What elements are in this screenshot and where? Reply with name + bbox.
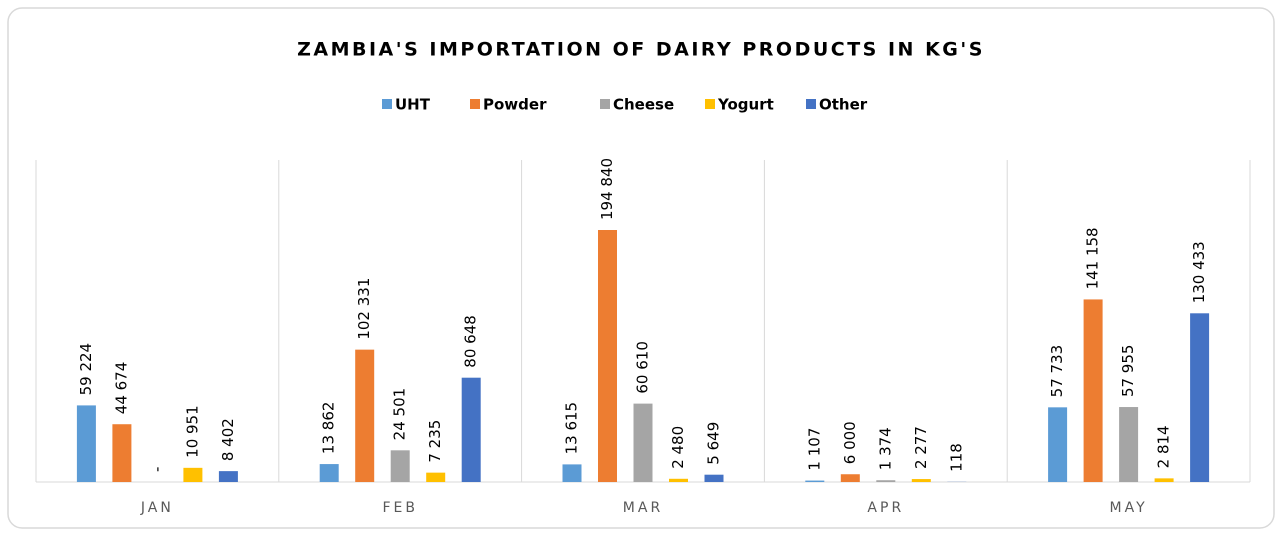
x-tick-label: JAN [140, 500, 174, 516]
data-label: 7 235 [426, 420, 444, 463]
bar [911, 479, 931, 482]
bar [461, 377, 481, 482]
bar [633, 403, 653, 482]
legend-swatch [600, 99, 610, 109]
bar [112, 424, 132, 482]
data-label: 2 480 [669, 426, 687, 469]
data-label: 13 615 [563, 402, 581, 455]
chart-border [7, 7, 1275, 529]
bar [1154, 478, 1174, 482]
data-label: 6 000 [841, 421, 859, 464]
legend-swatch [470, 99, 480, 109]
data-label: 141 158 [1084, 227, 1102, 289]
legend-label: Yogurt [717, 96, 774, 114]
bar [598, 230, 617, 482]
bar [1119, 407, 1139, 482]
data-label: 102 331 [355, 278, 373, 340]
data-label: 13 862 [320, 402, 338, 455]
legend-label: Cheese [613, 96, 674, 114]
data-label: 1 374 [876, 427, 894, 470]
bar [183, 467, 203, 482]
data-label: 2 814 [1155, 425, 1173, 468]
bar [319, 464, 339, 482]
bar [840, 474, 860, 482]
data-label: - [148, 467, 166, 472]
bar [876, 480, 896, 482]
data-label: 24 501 [391, 388, 409, 441]
x-tick-label: APR [867, 500, 904, 516]
bar [390, 450, 410, 482]
bar [562, 464, 582, 482]
data-label: 57 733 [1048, 345, 1066, 398]
data-label: 59 224 [77, 343, 95, 396]
data-label: 44 674 [112, 362, 130, 415]
x-tick-label: FEB [382, 500, 418, 516]
data-label: 57 955 [1119, 345, 1137, 398]
bar [355, 349, 375, 482]
bar [1083, 299, 1103, 482]
data-label: 2 277 [912, 426, 930, 469]
bar [1190, 313, 1210, 482]
bar [669, 478, 688, 482]
data-label: 194 840 [598, 158, 616, 220]
data-label: 80 648 [462, 315, 480, 368]
data-label: 130 433 [1190, 241, 1208, 303]
bar [805, 480, 825, 482]
x-tick-label: MAR [623, 500, 663, 516]
bar [218, 471, 238, 482]
data-label: 5 649 [705, 422, 723, 465]
bar [426, 472, 446, 482]
legend-swatch [705, 99, 715, 109]
legend-swatch [382, 99, 392, 109]
bar [704, 474, 724, 482]
legend-label: Other [819, 96, 868, 114]
x-tick-label: MAY [1110, 500, 1148, 516]
chart-title: ZAMBIA'S IMPORTATION OF DAIRY PRODUCTS I… [297, 39, 985, 61]
data-label: 8 402 [219, 418, 237, 461]
legend-swatch [806, 99, 816, 109]
data-label: 60 610 [634, 341, 652, 394]
data-label: 1 107 [805, 428, 823, 471]
bar [1048, 407, 1068, 482]
legend-label: Powder [483, 96, 547, 114]
legend-label: UHT [395, 96, 431, 114]
data-label: 10 951 [183, 405, 201, 458]
data-label: 118 [947, 443, 965, 472]
bar [76, 405, 96, 482]
